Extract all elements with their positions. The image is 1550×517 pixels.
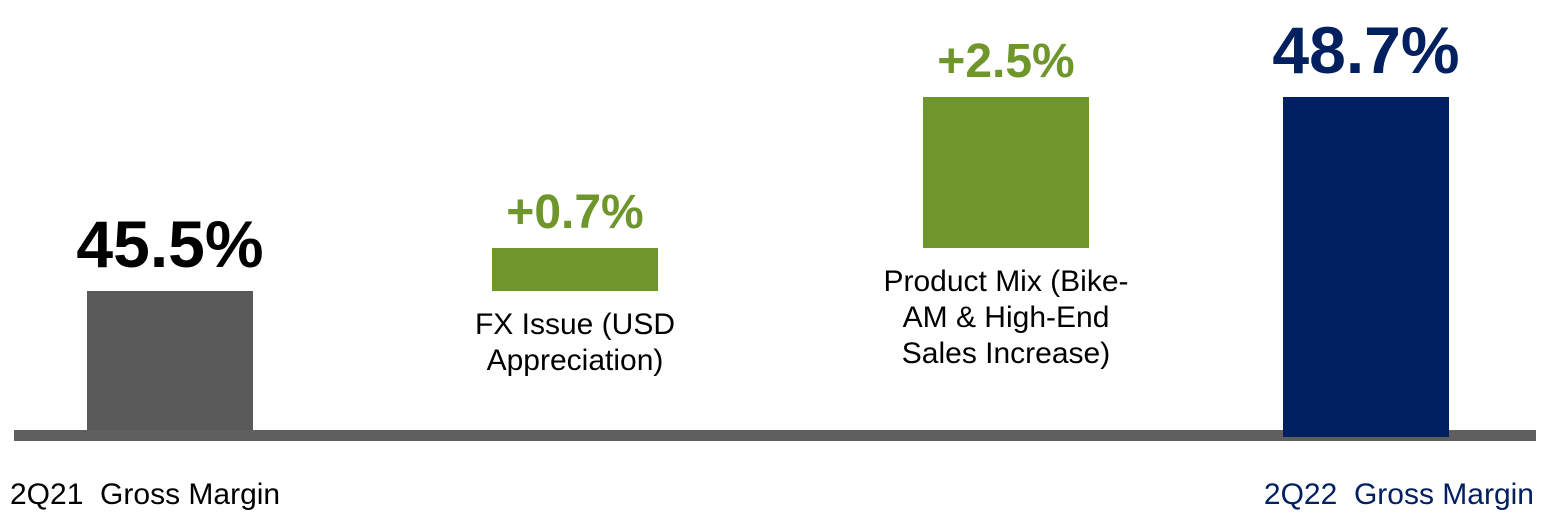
bar xyxy=(492,248,658,291)
value-label: +0.7% xyxy=(506,186,644,240)
category-label: FX Issue (USD Appreciation) xyxy=(474,307,676,377)
bar xyxy=(1283,97,1449,437)
category-label: 2Q22 Gross Margin xyxy=(1263,478,1534,511)
bar xyxy=(923,97,1089,249)
bar xyxy=(87,290,253,430)
category-label: 2Q21 Gross Margin xyxy=(10,478,281,511)
category-label: Product Mix (Bike-AM & High-End Sales In… xyxy=(883,265,1129,371)
value-label: 45.5% xyxy=(76,206,264,281)
value-label: 48.7% xyxy=(1272,13,1460,88)
value-label: +2.5% xyxy=(937,34,1075,88)
baseline xyxy=(14,430,1536,441)
